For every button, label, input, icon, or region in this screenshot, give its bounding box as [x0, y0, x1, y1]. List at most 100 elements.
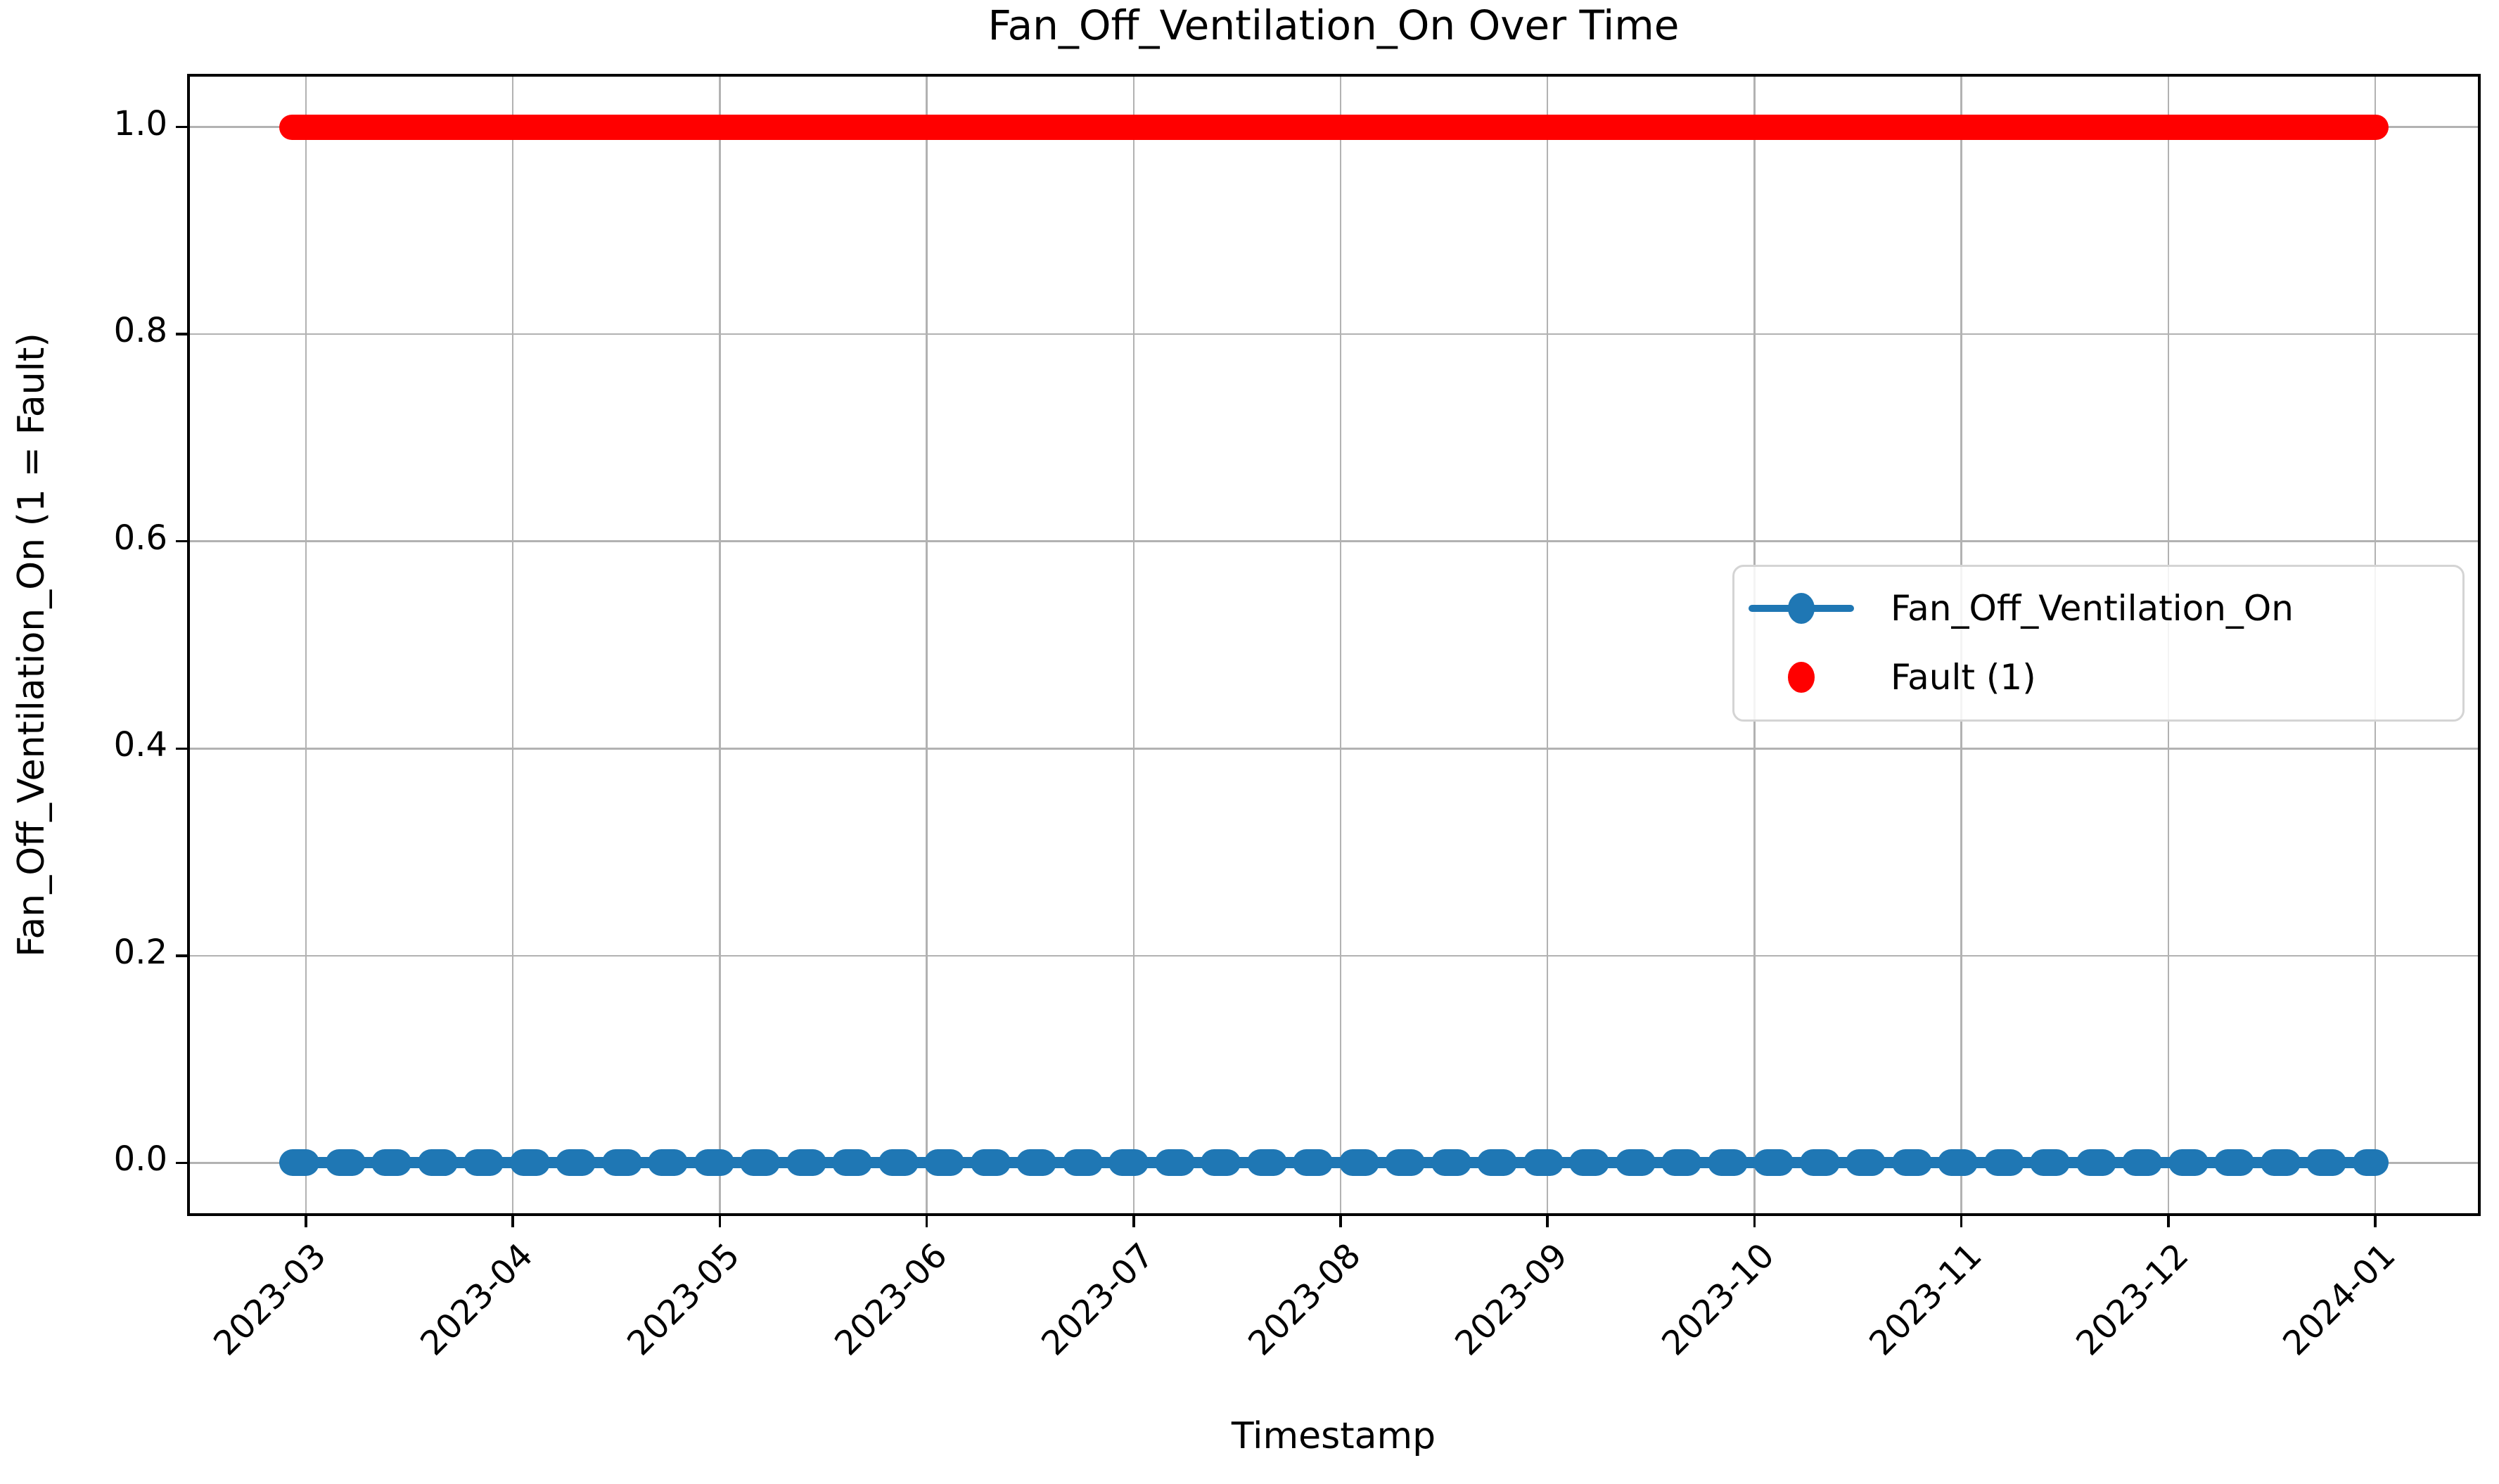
circle-marker-cluster — [1246, 1149, 1287, 1177]
y-tick-label: 1.0 — [113, 103, 167, 143]
circle-marker-cluster — [1523, 1149, 1564, 1177]
circle-marker-cluster — [2306, 1149, 2347, 1177]
legend-entry-fault: Fault (1) — [1749, 643, 2462, 712]
circle-marker-cluster — [1983, 1149, 2024, 1177]
y-tick-label: 0.6 — [113, 518, 167, 558]
gridline-horizontal — [188, 954, 2479, 957]
circle-marker-cluster — [1154, 1149, 1195, 1177]
x-tick-mark — [305, 1215, 307, 1227]
x-axis-label: Timestamp — [1231, 1415, 1436, 1457]
x-tick-mark — [1753, 1215, 1756, 1227]
circle-marker-cluster — [2030, 1149, 2071, 1177]
circle-marker-cluster — [2122, 1149, 2163, 1177]
circle-marker-cluster — [924, 1149, 965, 1177]
x-tick-mark — [718, 1215, 722, 1227]
gridline-vertical — [926, 75, 928, 1215]
x-tick-mark — [511, 1215, 514, 1227]
legend-line-marker-icon — [1749, 574, 1854, 643]
x-tick-mark — [925, 1215, 928, 1227]
circle-marker-cluster — [1338, 1149, 1379, 1177]
circle-marker-cluster — [1938, 1149, 1979, 1177]
circle-marker-cluster — [1615, 1149, 1656, 1177]
circle-marker-cluster — [1385, 1149, 1426, 1177]
x-tick-label: 2023-10 — [1654, 1236, 1782, 1364]
gridline-vertical — [305, 75, 307, 1215]
y-tick-mark — [176, 125, 188, 129]
fault-scatter-band — [279, 114, 2389, 140]
y-tick-label: 0.4 — [113, 725, 167, 765]
x-tick-label: 2023-05 — [620, 1236, 748, 1364]
circle-marker-cluster — [371, 1149, 412, 1177]
y-tick-mark — [176, 333, 188, 335]
circle-marker-cluster — [1891, 1149, 1932, 1177]
x-tick-mark — [1960, 1215, 1963, 1227]
circle-marker-cluster — [1293, 1149, 1334, 1177]
circle-marker-cluster — [878, 1149, 919, 1177]
circle-marker-cluster — [1108, 1149, 1149, 1177]
circle-marker-cluster — [740, 1149, 781, 1177]
circle-marker-cluster — [1707, 1149, 1748, 1177]
legend-entry-fan-off-ventilation-on: Fan_Off_Ventilation_On — [1749, 574, 2462, 643]
circle-marker-cluster — [417, 1149, 458, 1177]
x-tick-label: 2023-09 — [1447, 1236, 1576, 1364]
legend-circle-marker-icon — [1788, 662, 1815, 693]
chart-title: Fan_Off_Ventilation_On Over Time — [988, 1, 1680, 49]
x-tick-label: 2023-11 — [1861, 1236, 1990, 1364]
y-tick-mark — [176, 747, 188, 750]
circle-marker-cluster — [2076, 1149, 2116, 1177]
y-tick-mark — [176, 1161, 188, 1165]
gridline-vertical — [719, 75, 721, 1215]
gridline-vertical — [1546, 75, 1549, 1215]
circle-marker-cluster — [1661, 1149, 1702, 1177]
circle-marker-cluster — [1201, 1149, 1241, 1177]
circle-marker-cluster — [325, 1149, 366, 1177]
y-tick-label: 0.8 — [113, 311, 167, 351]
circle-marker-cluster — [1477, 1149, 1518, 1177]
circle-marker-cluster — [2352, 1149, 2389, 1177]
circle-marker-cluster — [1799, 1149, 1840, 1177]
circle-marker-cluster — [970, 1149, 1011, 1177]
x-tick-mark — [1132, 1215, 1135, 1227]
x-tick-label: 2023-03 — [206, 1236, 334, 1364]
circle-marker-cluster — [279, 1149, 320, 1177]
circle-marker-cluster — [832, 1149, 873, 1177]
circle-marker-cluster — [2168, 1149, 2209, 1177]
y-tick-mark — [176, 954, 188, 957]
legend: Fan_Off_Ventilation_On Fault (1) — [1732, 565, 2465, 722]
y-tick-label: 0.0 — [113, 1139, 167, 1179]
gridline-vertical — [1339, 75, 1342, 1215]
circle-marker-cluster — [2260, 1149, 2301, 1177]
x-tick-mark — [2374, 1215, 2377, 1227]
circle-marker-cluster — [1016, 1149, 1057, 1177]
gridline-vertical — [1132, 75, 1135, 1215]
gridline-horizontal — [188, 333, 2479, 335]
circle-marker-cluster — [1846, 1149, 1886, 1177]
x-tick-label: 2024-01 — [2275, 1236, 2403, 1364]
gridline-horizontal — [188, 540, 2479, 542]
circle-marker-cluster — [556, 1149, 596, 1177]
legend-label: Fault (1) — [1891, 657, 2036, 698]
fan-off-ventilation-on-line-band — [279, 1149, 2389, 1177]
x-tick-label: 2023-07 — [1033, 1236, 1162, 1364]
circle-marker-cluster — [1753, 1149, 1794, 1177]
circle-marker-cluster — [1431, 1149, 1471, 1177]
y-axis-label: Fan_Off_Ventilation_On (1 = Fault) — [11, 333, 53, 957]
circle-marker-cluster — [1569, 1149, 1610, 1177]
x-tick-label: 2023-06 — [826, 1236, 955, 1364]
legend-label: Fan_Off_Ventilation_On — [1891, 588, 2294, 629]
x-tick-mark — [1339, 1215, 1342, 1227]
y-tick-label: 0.2 — [113, 932, 167, 972]
circle-marker-cluster — [601, 1149, 642, 1177]
legend-circle-marker-icon — [1788, 593, 1815, 624]
circle-marker-cluster — [1062, 1149, 1103, 1177]
circle-marker-cluster — [648, 1149, 689, 1177]
x-tick-mark — [1546, 1215, 1549, 1227]
legend-marker-icon — [1749, 643, 1854, 712]
x-tick-mark — [2167, 1215, 2170, 1227]
gridline-horizontal — [188, 748, 2479, 750]
circle-marker-cluster — [2214, 1149, 2255, 1177]
circle-marker-cluster — [786, 1149, 826, 1177]
circle-marker-cluster — [694, 1149, 734, 1177]
y-tick-mark — [176, 539, 188, 543]
